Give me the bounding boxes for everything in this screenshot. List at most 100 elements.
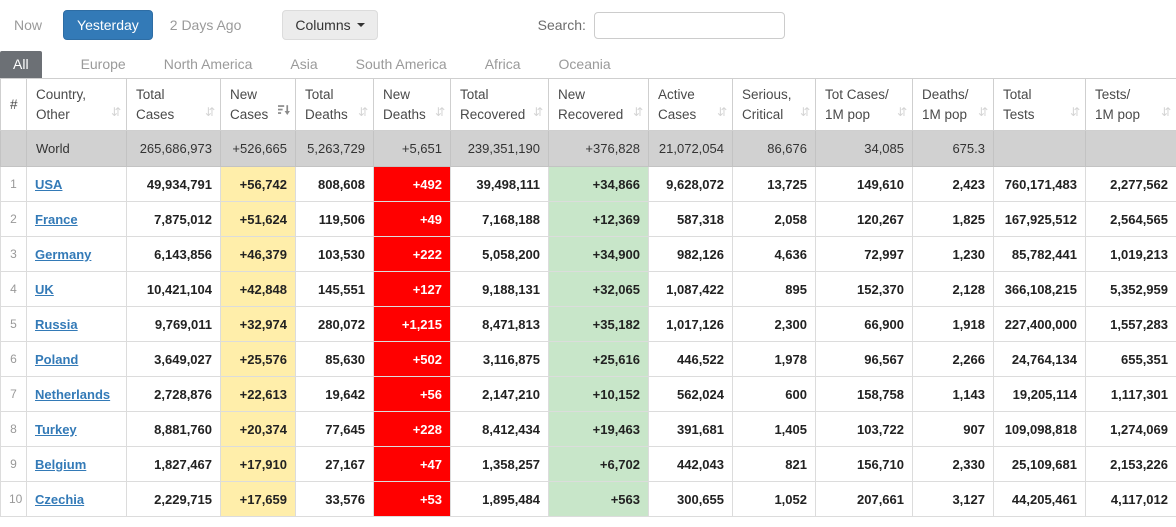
cell-new-cases: +25,576 (220, 341, 296, 378)
col-header-new-deaths[interactable]: New Deaths ⇵ (373, 77, 451, 132)
cell-tot-cases-1m-pop: 156,710 (815, 446, 913, 483)
sort-icon: ⇵ (896, 104, 907, 119)
col-header-total-cases[interactable]: Total Cases ⇵ (126, 77, 221, 132)
cell-new-deaths: +127 (373, 271, 451, 308)
cell-serious-critical: 895 (732, 271, 816, 308)
cell-total-deaths: 103,530 (295, 236, 374, 273)
tab-asia[interactable]: Asia (290, 56, 318, 72)
cell-tests-1m-pop: 1,557,283 (1085, 306, 1176, 343)
col-header-active-cases[interactable]: Active Cases ⇵ (648, 77, 733, 132)
cell-tot-cases-1m-pop: 158,758 (815, 376, 913, 413)
sort-icon: ⇵ (977, 104, 988, 119)
country-link-uk[interactable]: UK (35, 281, 54, 297)
cell-total-tests: 167,925,512 (993, 201, 1086, 238)
cell-total-cases: 8,881,760 (126, 411, 221, 448)
cell-deaths-1m-pop: 907 (912, 411, 994, 448)
cell-new-deaths: +47 (373, 446, 451, 483)
cell-deaths-1m-pop: 2,266 (912, 341, 994, 378)
cell-active-cases: 982,126 (648, 236, 733, 273)
country-cell: Turkey (26, 411, 127, 448)
cell-total-recovered: 8,412,434 (450, 411, 549, 448)
tab-europe[interactable]: Europe (80, 56, 126, 72)
cell-total-deaths: 808,608 (295, 166, 374, 203)
col-header-new-recovered[interactable]: New Recovered ⇵ (548, 77, 649, 132)
rank-cell: 5 (0, 306, 27, 343)
country-link-czechia[interactable]: Czechia (35, 491, 85, 507)
country-cell: Russia (26, 306, 127, 343)
cell-new-recovered: +19,463 (548, 411, 649, 448)
col-header-deaths-1m-pop[interactable]: Deaths/1M pop ⇵ (912, 77, 994, 132)
cell-total-cases: 265,686,973 (126, 130, 221, 168)
cell-total-tests (993, 130, 1086, 168)
country-link-poland[interactable]: Poland (35, 351, 79, 367)
col-header-total-recovered[interactable]: Total Recovered ⇵ (450, 77, 549, 132)
cell-active-cases: 300,655 (648, 481, 733, 518)
cell-new-cases: +526,665 (220, 130, 296, 168)
tab-all[interactable]: All (0, 51, 42, 78)
cell-tot-cases-1m-pop: 103,722 (815, 411, 913, 448)
country-link-france[interactable]: France (35, 211, 78, 227)
country-link-russia[interactable]: Russia (35, 316, 78, 332)
cell-active-cases: 1,087,422 (648, 271, 733, 308)
cell-total-recovered: 1,895,484 (450, 481, 549, 518)
columns-dropdown-button[interactable]: Columns (282, 10, 378, 40)
country-link-usa[interactable]: USA (35, 176, 63, 192)
cell-total-recovered: 2,147,210 (450, 376, 549, 413)
cell-serious-critical: 821 (732, 446, 816, 483)
time-filter-yesterday[interactable]: Yesterday (63, 10, 153, 40)
time-filter-now[interactable]: Now (14, 17, 43, 33)
cell-new-cases: +17,910 (220, 446, 296, 483)
cell-tests-1m-pop (1085, 130, 1176, 168)
country-cell: France (26, 201, 127, 238)
cell-active-cases: 9,628,072 (648, 166, 733, 203)
cell-total-recovered: 39,498,111 (450, 166, 549, 203)
columns-button-label: Columns (295, 17, 351, 33)
country-link-netherlands[interactable]: Netherlands (35, 386, 111, 402)
country-link-turkey[interactable]: Turkey (35, 421, 77, 437)
cell-total-tests: 227,400,000 (993, 306, 1086, 343)
cell-new-deaths: +5,651 (373, 130, 451, 168)
tab-oceania[interactable]: Oceania (558, 56, 611, 72)
cell-total-cases: 3,649,027 (126, 341, 221, 378)
table-head: # Country, Other ⇵ Total Cases ⇵ New Cases Total D… (0, 77, 1176, 132)
cell-tests-1m-pop: 2,153,226 (1085, 446, 1176, 483)
cell-tests-1m-pop: 1,117,301 (1085, 376, 1176, 413)
region-tabs: All Europe North America Asia South America A… (0, 48, 1176, 78)
col-header-serious-critical[interactable]: Serious, Critical ⇵ (732, 77, 816, 132)
col-header-country-other[interactable]: Country, Other ⇵ (26, 77, 127, 132)
cell-deaths-1m-pop: 675.3 (912, 130, 994, 168)
cell-active-cases: 21,072,054 (648, 130, 733, 168)
tab-north-america[interactable]: North America (163, 56, 253, 72)
country-link-germany[interactable]: Germany (35, 246, 92, 262)
cell-total-cases: 6,143,856 (126, 236, 221, 273)
cell-total-deaths: 280,072 (295, 306, 374, 343)
country-link-belgium[interactable]: Belgium (35, 456, 87, 472)
cell-active-cases: 446,522 (648, 341, 733, 378)
tab-africa[interactable]: Africa (484, 56, 521, 72)
col-header-total-tests[interactable]: Total Tests ⇵ (993, 77, 1086, 132)
col-header-tot-cases-1m-pop[interactable]: Tot Cases/1M pop ⇵ (815, 77, 913, 132)
col-header-total-deaths[interactable]: Total Deaths ⇵ (295, 77, 374, 132)
cell-total-tests: 24,764,134 (993, 341, 1086, 378)
rank-cell: 4 (0, 271, 27, 308)
sort-icon: ⇵ (532, 104, 543, 119)
time-filter-2-days-ago[interactable]: 2 Days Ago (169, 17, 242, 33)
cell-serious-critical: 1,052 (732, 481, 816, 518)
search-input[interactable] (593, 11, 785, 39)
cell-new-deaths: +1,215 (373, 306, 451, 343)
col-header-new-cases[interactable]: New Cases (220, 77, 296, 132)
col-header-tests-1m-pop[interactable]: Tests/1M pop ⇵ (1085, 77, 1176, 132)
cell-active-cases: 391,681 (648, 411, 733, 448)
rank-cell: 9 (0, 446, 27, 483)
cell-deaths-1m-pop: 1,143 (912, 376, 994, 413)
sort-icon: ⇵ (1160, 104, 1171, 119)
cell-new-cases: +32,974 (220, 306, 296, 343)
cell-serious-critical: 1,978 (732, 341, 816, 378)
cell-new-deaths: +53 (373, 481, 451, 518)
cell-total-recovered: 1,358,257 (450, 446, 549, 483)
cell-tot-cases-1m-pop: 207,661 (815, 481, 913, 518)
cell-active-cases: 562,024 (648, 376, 733, 413)
rank-cell: 2 (0, 201, 27, 238)
country-cell: UK (26, 271, 127, 308)
tab-south-america[interactable]: South America (355, 56, 447, 72)
